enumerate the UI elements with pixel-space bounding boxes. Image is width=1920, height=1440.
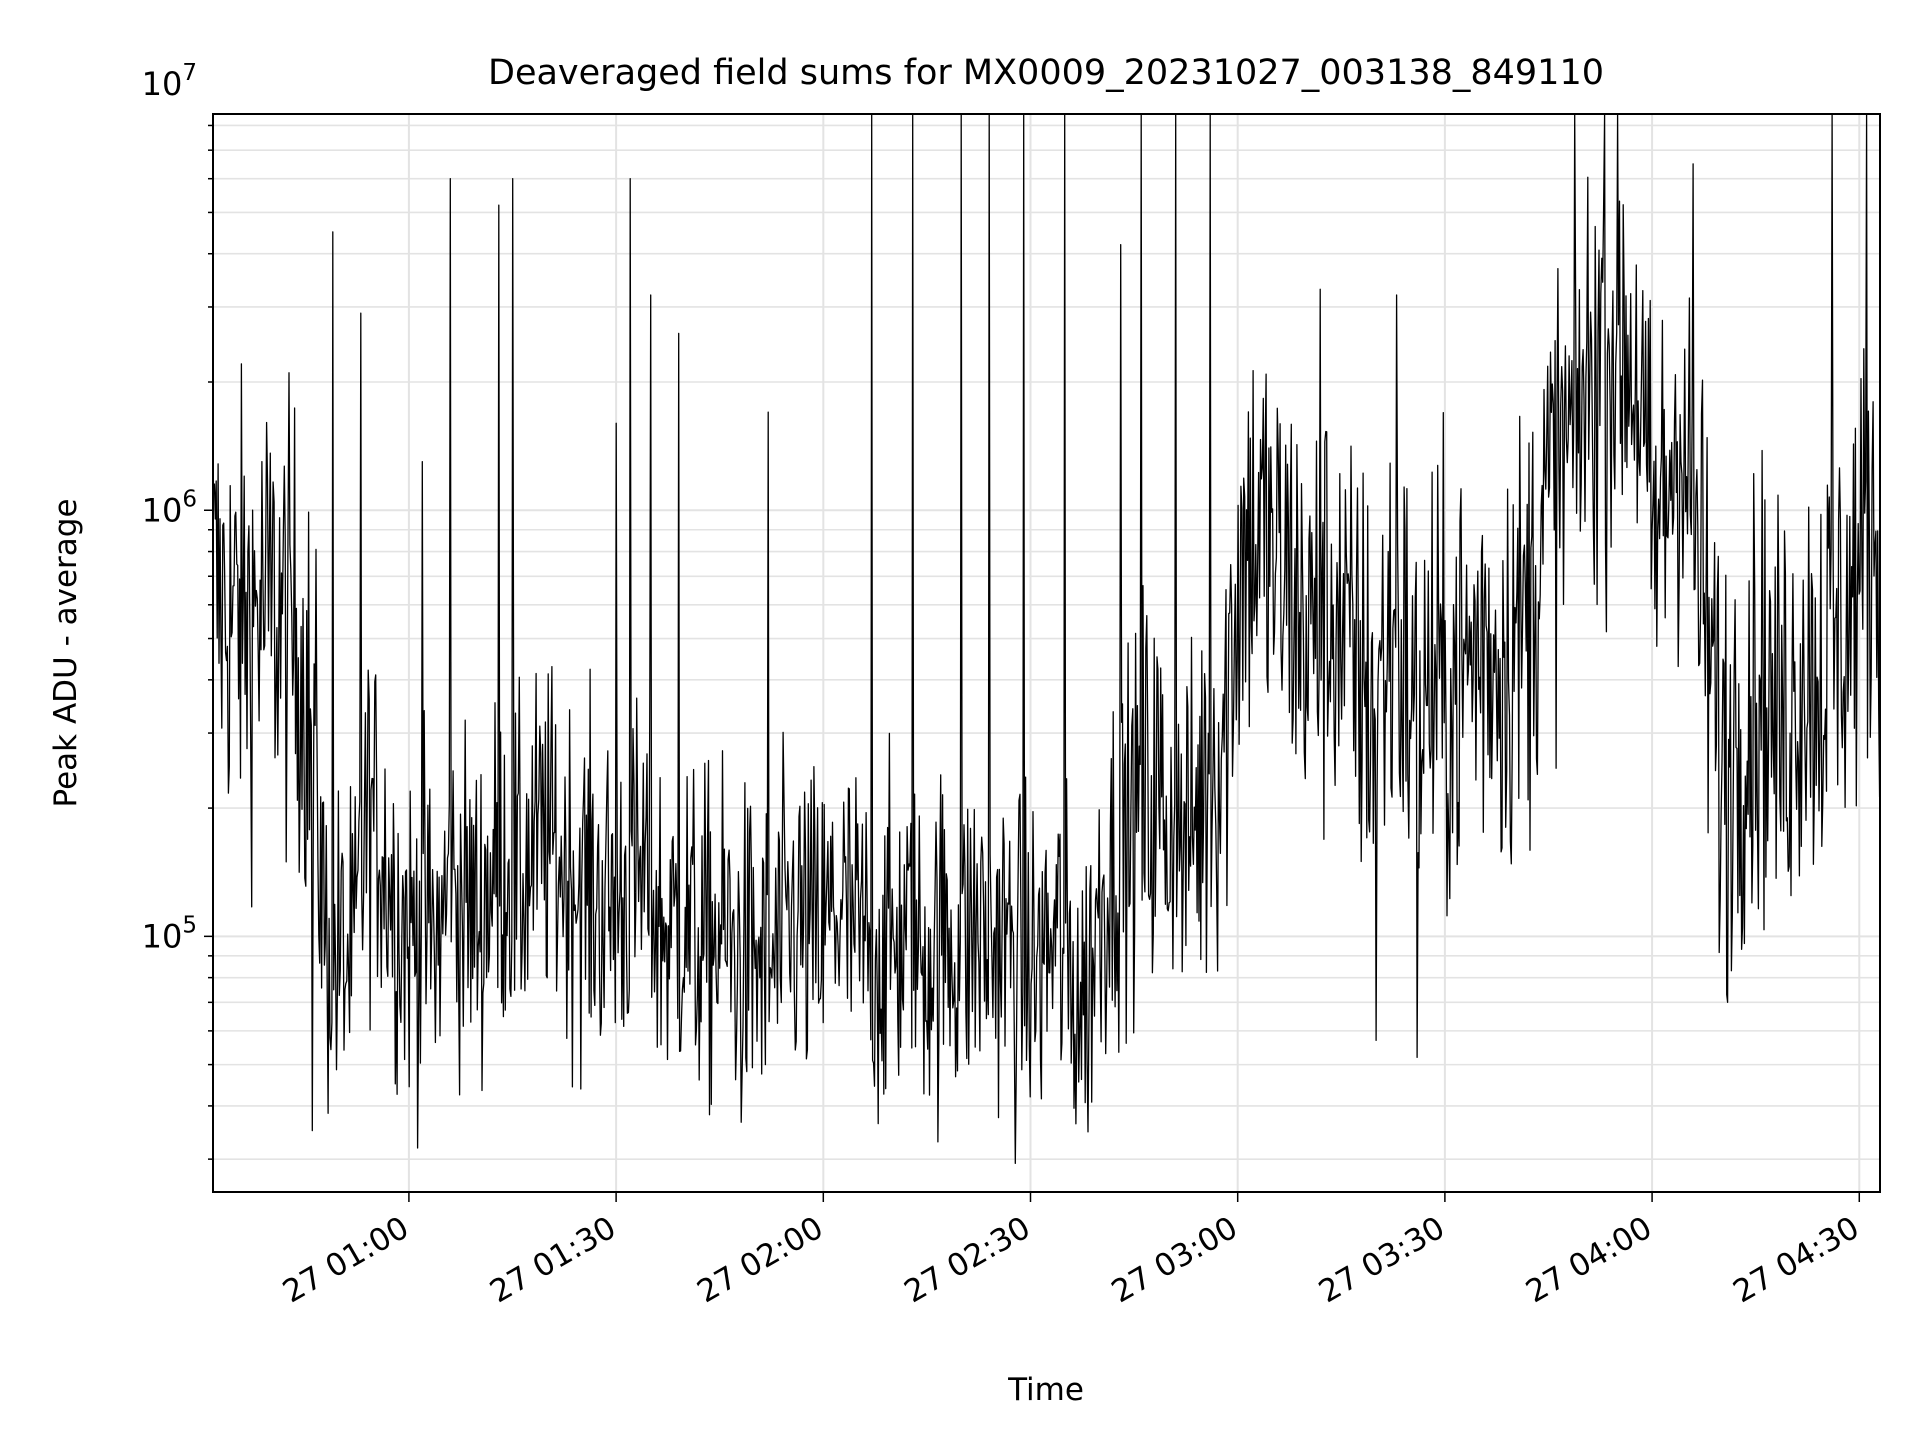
y-axis-label: Peak ADU - average — [48, 498, 84, 807]
x-tick-label: 27 02:30 — [898, 1210, 1036, 1310]
chart-title: Deaveraged field sums for MX0009_2023102… — [488, 53, 1604, 93]
x-tick-label: 27 01:00 — [277, 1210, 415, 1310]
grid — [213, 114, 1880, 1192]
x-tick-label: 27 04:00 — [1520, 1210, 1658, 1310]
x-tick-label: 27 03:00 — [1106, 1210, 1244, 1310]
x-tick-label: 27 01:30 — [484, 1210, 622, 1310]
x-tick-label: 27 04:30 — [1727, 1210, 1865, 1310]
x-axis: 27 01:00 27 01:30 27 02:00 27 02:30 27 03:00… — [277, 1192, 1865, 1310]
y-tick-label: 107 — [142, 60, 197, 103]
y-tick-label: 105 — [142, 912, 197, 955]
y-tick-label: 106 — [142, 486, 197, 529]
x-tick-label: 27 03:30 — [1313, 1210, 1451, 1310]
series-line — [213, 113, 1881, 1165]
data-series — [213, 113, 1881, 1165]
plot-frame — [212, 113, 1881, 1193]
x-axis-label: Time — [1007, 1372, 1084, 1408]
y-axis: 105 106 107 — [142, 60, 213, 1160]
x-tick-label: 27 02:00 — [691, 1210, 829, 1310]
